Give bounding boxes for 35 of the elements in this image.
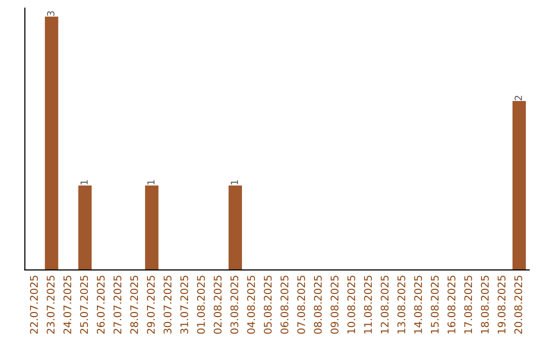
x-tick-label: 30.07.2025 (164, 276, 172, 334)
x-tick-label: 05.08.2025 (264, 276, 272, 334)
x-tick-label: 24.07.2025 (63, 276, 72, 334)
x-tick-label: 06.08.2025 (280, 276, 288, 334)
data-label: 3 (47, 11, 54, 16)
data-label: 1 (147, 180, 154, 184)
x-tick-label: 11.08.2025 (364, 276, 372, 334)
x-tick-label: 27.07.2025 (114, 276, 122, 334)
x-tick-label: 07.08.2025 (297, 276, 306, 334)
x-tick-label: 29.07.2025 (146, 276, 155, 334)
x-tick-label: 08.08.2025 (314, 276, 322, 334)
x-tick-label: 12.08.2025 (380, 276, 389, 334)
data-label: 1 (230, 180, 238, 184)
x-tick-label: 13.08.2025 (397, 276, 406, 334)
data-label: 1 (80, 180, 88, 184)
x-tick-label: 10.08.2025 (347, 276, 356, 334)
x-tick-label: 19.08.2025 (498, 276, 506, 334)
x-tick-label: 26.07.2025 (96, 276, 105, 334)
x-tick-label: 20.08.2025 (514, 276, 522, 334)
x-tick-label: 28.07.2025 (130, 276, 138, 334)
data-label: 2 (514, 96, 522, 100)
x-tick-label: 22.07.2025 (30, 276, 38, 334)
x-tick-label: 03.08.2025 (230, 276, 238, 334)
x-tick-label: 15.08.2025 (430, 276, 439, 334)
x-tick-label: 31.07.2025 (180, 276, 188, 334)
x-tick-label: 17.08.2025 (464, 276, 472, 334)
x-tick-label: 01.08.2025 (197, 276, 205, 334)
x-tick-label: 23.07.2025 (46, 276, 55, 334)
x-tick-label: 18.08.2025 (480, 276, 489, 334)
x-tick-label: 04.08.2025 (247, 276, 255, 334)
x-tick-label: 14.08.2025 (414, 276, 422, 334)
x-tick-label: 09.08.2025 (330, 276, 338, 334)
x-tick-label: 02.08.2025 (214, 276, 222, 334)
x-tick-label: 16.08.2025 (448, 276, 456, 334)
x-tick-label: 25.07.2025 (80, 276, 88, 334)
